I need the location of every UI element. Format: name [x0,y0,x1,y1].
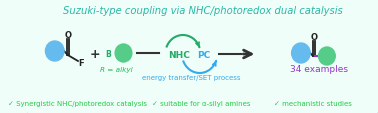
Circle shape [291,44,310,63]
Circle shape [45,42,64,61]
Text: ✓ suitable for α-silyl amines: ✓ suitable for α-silyl amines [152,100,251,106]
Text: R = alkyl: R = alkyl [100,66,132,72]
Text: F: F [78,58,84,67]
Text: ✓ Synergistic NHC/photoredox catalysis: ✓ Synergistic NHC/photoredox catalysis [8,100,147,106]
Text: energy transfer/SET process: energy transfer/SET process [142,74,240,80]
Text: NHC: NHC [168,50,190,59]
FancyBboxPatch shape [26,0,378,113]
Circle shape [115,45,132,62]
Text: 34 examples: 34 examples [290,65,349,74]
Circle shape [183,37,216,72]
Circle shape [166,37,200,72]
Text: Suzuki-type coupling via NHC/photoredox dual catalysis: Suzuki-type coupling via NHC/photoredox … [63,6,342,16]
Text: ✓ mechanistic studies: ✓ mechanistic studies [274,100,352,106]
Text: +: + [89,47,100,60]
Text: O: O [310,32,318,41]
Circle shape [319,48,335,65]
Text: O: O [64,30,71,39]
Text: PC: PC [197,50,210,59]
Text: B: B [106,49,112,58]
